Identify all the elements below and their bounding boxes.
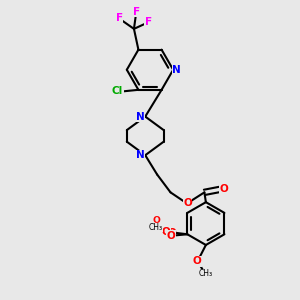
- Text: F: F: [133, 7, 140, 16]
- Text: O: O: [167, 228, 176, 238]
- Text: O: O: [153, 216, 161, 225]
- Text: N: N: [172, 65, 181, 75]
- Text: Cl: Cl: [112, 86, 123, 96]
- Text: O: O: [167, 231, 176, 241]
- Text: N: N: [136, 150, 144, 160]
- Text: N: N: [136, 112, 144, 122]
- Text: O: O: [161, 226, 170, 237]
- Text: CH₃: CH₃: [198, 269, 212, 278]
- Text: O: O: [183, 198, 192, 208]
- Text: F: F: [116, 14, 123, 23]
- Text: F: F: [145, 17, 152, 27]
- Text: O: O: [193, 256, 201, 266]
- Text: CH₃: CH₃: [148, 223, 163, 232]
- Text: O: O: [220, 184, 228, 194]
